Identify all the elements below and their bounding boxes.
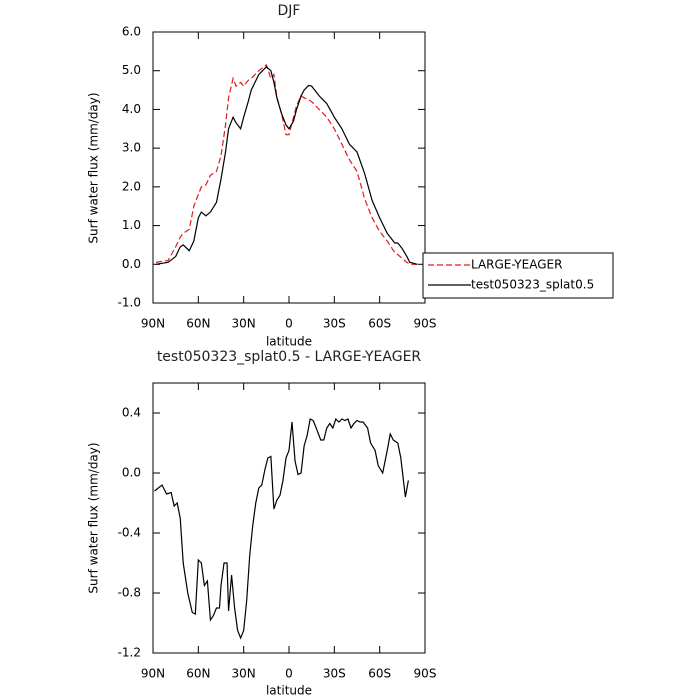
x-tick-label: 30N	[232, 667, 256, 681]
y-axis-label: Surf water flux (mm/day)	[87, 442, 101, 593]
x-tick-label: 30S	[323, 317, 346, 331]
x-tick-label: 90S	[414, 667, 437, 681]
x-axis-label: latitude	[266, 335, 312, 349]
x-tick-label: 90N	[141, 317, 165, 331]
y-tick-label: 6.0	[122, 25, 141, 39]
plot-frame	[152, 31, 426, 304]
x-tick-label: 90N	[141, 667, 165, 681]
x-tick-label: 60N	[186, 317, 210, 331]
y-tick-label: 1.0	[122, 218, 141, 232]
x-tick-label: 60S	[368, 317, 391, 331]
chart-title: DJF	[278, 3, 301, 19]
y-tick-label: 5.0	[122, 63, 141, 77]
legend-box	[422, 252, 614, 299]
y-tick-label: 3.0	[122, 141, 141, 155]
chart-title: test050323_splat0.5 - LARGE-YEAGER	[157, 349, 422, 365]
y-tick-label: 0.4	[122, 406, 141, 420]
y-tick-label: 2.0	[122, 179, 141, 193]
y-tick-label: -0.8	[118, 586, 141, 600]
x-tick-label: 0	[285, 667, 293, 681]
x-tick-label: 30S	[323, 667, 346, 681]
y-axis-label: Surf water flux (mm/day)	[87, 92, 101, 243]
y-tick-label: 0.0	[122, 466, 141, 480]
x-tick-label: 0	[285, 317, 293, 331]
data-line	[155, 63, 418, 265]
y-tick-label: 0.0	[122, 257, 141, 271]
data-line	[154, 417, 409, 640]
x-axis-label: latitude	[266, 684, 312, 698]
legend-label: LARGE-YEAGER	[471, 258, 562, 272]
legend-label: test050323_splat0.5	[471, 278, 594, 292]
y-tick-label: -1.2	[118, 646, 141, 660]
x-tick-label: 90S	[414, 317, 437, 331]
x-tick-label: 60S	[368, 667, 391, 681]
x-tick-label: 60N	[186, 667, 210, 681]
y-tick-label: -0.4	[118, 526, 141, 540]
y-tick-label: -1.0	[118, 296, 141, 310]
x-tick-label: 30N	[232, 317, 256, 331]
plot-frame	[152, 382, 426, 654]
y-tick-label: 4.0	[122, 102, 141, 116]
data-line	[155, 66, 418, 265]
